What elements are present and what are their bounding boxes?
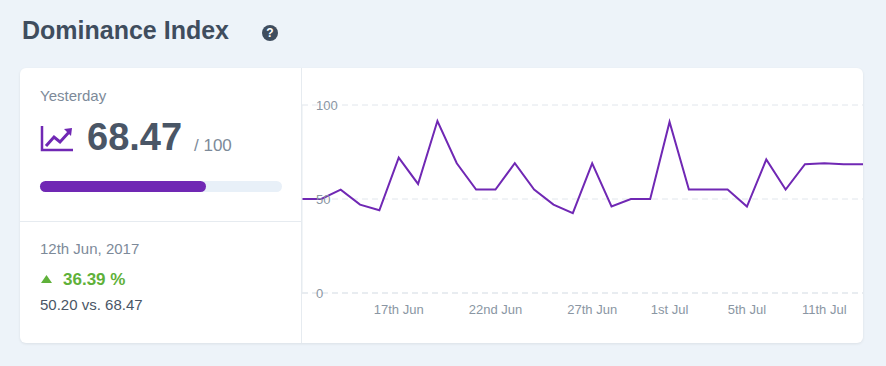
svg-text:5th Jul: 5th Jul: [728, 302, 766, 317]
svg-text:100: 100: [316, 98, 338, 113]
svg-text:11th Jul: 11th Jul: [802, 302, 847, 317]
html-text:/ 100: / 100: [194, 135, 232, 155]
svg-text:22nd Jun: 22nd Jun: [469, 302, 522, 317]
html-text:68.47: 68.47: [87, 116, 183, 159]
svg-text:50: 50: [316, 192, 330, 207]
svg-text:1st Jul: 1st Jul: [651, 302, 689, 317]
html-text:Yesterday: Yesterday: [40, 87, 107, 104]
svg-text:0: 0: [316, 286, 323, 301]
svg-text:17th Jun: 17th Jun: [374, 302, 424, 317]
html-text:36.39 %: 36.39 %: [63, 269, 126, 289]
html-text:50.20 vs. 68.47: 50.20 vs. 68.47: [40, 296, 143, 313]
svg-text:27th Jun: 27th Jun: [567, 302, 617, 317]
html-text:12th Jun, 2017: 12th Jun, 2017: [40, 240, 140, 257]
html-text:Dominance Index: Dominance Index: [22, 16, 229, 44]
